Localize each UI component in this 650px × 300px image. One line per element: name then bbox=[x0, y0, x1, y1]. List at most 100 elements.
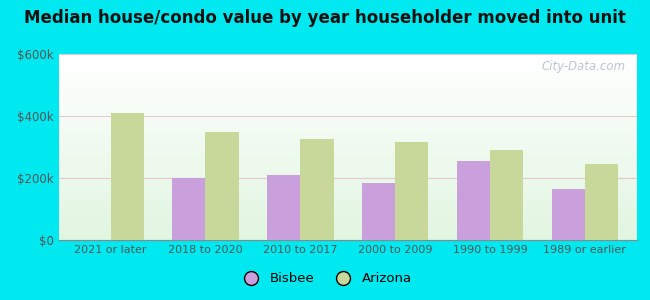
Bar bbox=[58, 232, 637, 233]
Bar bbox=[58, 176, 637, 177]
Bar bbox=[300, 139, 333, 240]
Bar bbox=[58, 73, 637, 74]
Bar bbox=[58, 211, 637, 212]
Bar bbox=[58, 106, 637, 107]
Bar bbox=[58, 111, 637, 112]
Bar bbox=[58, 228, 637, 229]
Bar bbox=[58, 69, 637, 70]
Bar bbox=[58, 82, 637, 83]
Bar bbox=[58, 165, 637, 166]
Bar bbox=[58, 205, 637, 206]
Bar bbox=[58, 72, 637, 73]
Bar bbox=[58, 143, 637, 144]
Bar bbox=[58, 75, 637, 76]
Bar bbox=[58, 198, 637, 199]
Bar bbox=[58, 105, 637, 106]
Bar bbox=[58, 56, 637, 57]
Bar bbox=[58, 215, 637, 216]
Bar bbox=[58, 131, 637, 132]
Bar bbox=[58, 78, 637, 79]
Bar bbox=[58, 112, 637, 113]
Bar bbox=[58, 235, 637, 236]
Bar bbox=[58, 136, 637, 137]
Bar bbox=[585, 164, 618, 240]
Bar bbox=[58, 103, 637, 104]
Bar bbox=[58, 182, 637, 183]
Bar bbox=[58, 174, 637, 175]
Bar bbox=[58, 194, 637, 195]
Bar bbox=[58, 195, 637, 196]
Bar bbox=[58, 63, 637, 64]
Bar bbox=[58, 223, 637, 224]
Bar bbox=[58, 129, 637, 130]
Bar bbox=[58, 177, 637, 178]
Bar bbox=[58, 137, 637, 138]
Bar bbox=[58, 166, 637, 167]
Bar bbox=[58, 99, 637, 100]
Bar bbox=[58, 234, 637, 235]
Bar bbox=[58, 149, 637, 150]
Bar bbox=[58, 135, 637, 136]
Bar bbox=[58, 70, 637, 71]
Bar bbox=[58, 219, 637, 220]
Bar bbox=[58, 192, 637, 193]
Bar bbox=[58, 221, 637, 222]
Bar bbox=[205, 131, 239, 240]
Bar bbox=[58, 188, 637, 189]
Bar bbox=[58, 127, 637, 128]
Bar bbox=[58, 202, 637, 203]
Bar bbox=[172, 178, 205, 240]
Bar bbox=[58, 118, 637, 119]
Bar bbox=[58, 179, 637, 181]
Bar bbox=[58, 172, 637, 173]
Bar bbox=[58, 65, 637, 66]
Bar bbox=[58, 227, 637, 228]
Bar bbox=[111, 113, 144, 240]
Bar bbox=[58, 197, 637, 198]
Bar bbox=[267, 175, 300, 240]
Bar bbox=[58, 116, 637, 117]
Bar bbox=[58, 133, 637, 134]
Bar bbox=[58, 57, 637, 58]
Bar bbox=[58, 94, 637, 95]
Bar bbox=[58, 187, 637, 188]
Bar bbox=[58, 126, 637, 127]
Bar bbox=[58, 146, 637, 147]
Bar bbox=[58, 201, 637, 202]
Bar bbox=[58, 203, 637, 204]
Bar bbox=[58, 156, 637, 157]
Bar bbox=[58, 132, 637, 133]
Bar bbox=[58, 173, 637, 174]
Bar bbox=[58, 150, 637, 151]
Bar bbox=[58, 79, 637, 80]
Bar bbox=[58, 238, 637, 239]
Bar bbox=[58, 144, 637, 145]
Bar bbox=[58, 185, 637, 186]
Bar bbox=[58, 107, 637, 108]
Bar bbox=[58, 169, 637, 170]
Bar bbox=[58, 139, 637, 140]
Bar bbox=[58, 220, 637, 221]
Bar bbox=[58, 175, 637, 176]
Bar bbox=[58, 226, 637, 227]
Bar bbox=[58, 217, 637, 218]
Bar bbox=[58, 110, 637, 111]
Bar bbox=[58, 233, 637, 234]
Bar bbox=[58, 54, 637, 55]
Bar bbox=[58, 92, 637, 93]
Bar bbox=[58, 122, 637, 123]
Bar bbox=[58, 114, 637, 116]
Bar bbox=[58, 204, 637, 205]
Bar bbox=[58, 64, 637, 65]
Bar bbox=[58, 85, 637, 86]
Bar bbox=[58, 222, 637, 223]
Bar bbox=[58, 55, 637, 56]
Bar bbox=[58, 230, 637, 231]
Bar bbox=[58, 229, 637, 230]
Bar bbox=[58, 130, 637, 131]
Bar bbox=[58, 84, 637, 85]
Bar bbox=[58, 120, 637, 121]
Bar bbox=[58, 93, 637, 94]
Bar bbox=[58, 214, 637, 215]
Bar bbox=[58, 85, 637, 86]
